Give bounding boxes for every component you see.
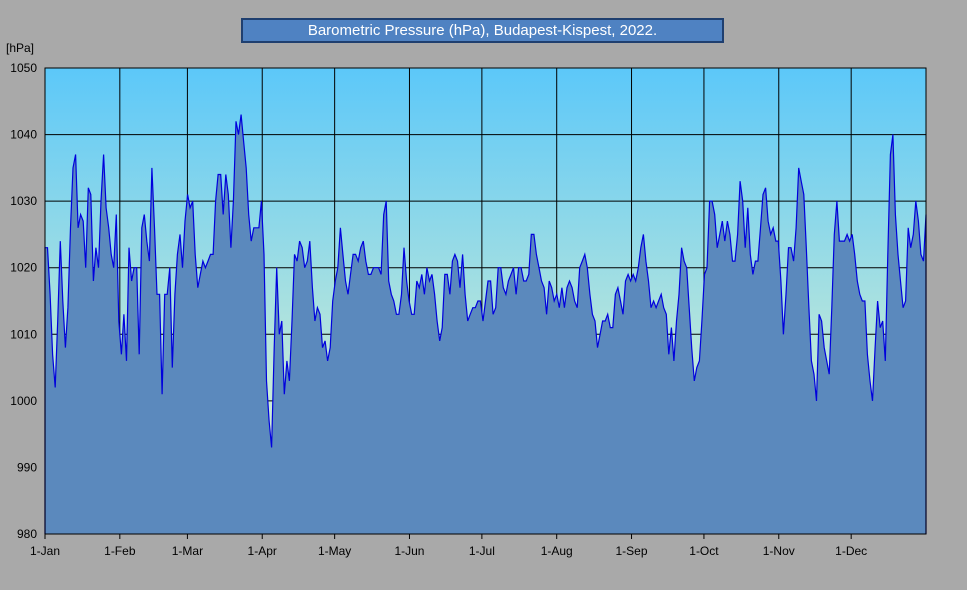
y-axis-label: [hPa] [6,41,35,55]
y-tick-label: 1030 [10,194,37,208]
chart-title: Barometric Pressure (hPa), Budapest-Kisp… [241,18,724,43]
y-axis: 980 990 1000 1010 1020 1030 1040 1050 [10,61,37,541]
x-tick-label: 1-Dec [835,544,867,558]
x-tick-label: 1-Jun [394,544,424,558]
x-tick-label: 1-Jan [30,544,60,558]
y-tick-label: 1010 [10,327,37,341]
x-tick-label: 1-Oct [689,544,719,558]
x-tick-label: 1-Jul [469,544,495,558]
y-tick-label: 1020 [10,261,37,275]
y-tick-label: 1000 [10,394,37,408]
pressure-area [45,114,926,534]
x-tick-label: 1-Feb [104,544,136,558]
y-tick-label: 980 [17,527,37,541]
y-tick-label: 1040 [10,128,37,142]
x-tick-label: 1-Apr [248,544,277,558]
plot-border [44,67,927,535]
x-tick-label: 1-May [318,544,351,558]
x-axis: 1-Jan 1-Feb 1-Mar 1-Apr 1-May 1-Jun 1-Jul 1-Aug… [30,534,867,558]
y-tick-label: 990 [17,460,37,474]
pressure-line [44,114,927,534]
y-tick-label: 1050 [10,61,37,75]
x-tick-label: 1-Sep [616,544,648,558]
x-tick-label: 1-Aug [541,544,573,558]
x-tick-label: 1-Nov [763,544,795,558]
x-tick-label: 1-Mar [172,544,203,558]
